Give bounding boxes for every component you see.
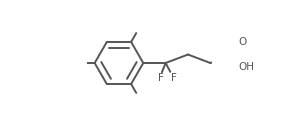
Text: F: F	[158, 73, 164, 84]
Text: O: O	[239, 37, 247, 47]
Text: OH: OH	[238, 62, 254, 72]
Text: F: F	[171, 73, 177, 83]
